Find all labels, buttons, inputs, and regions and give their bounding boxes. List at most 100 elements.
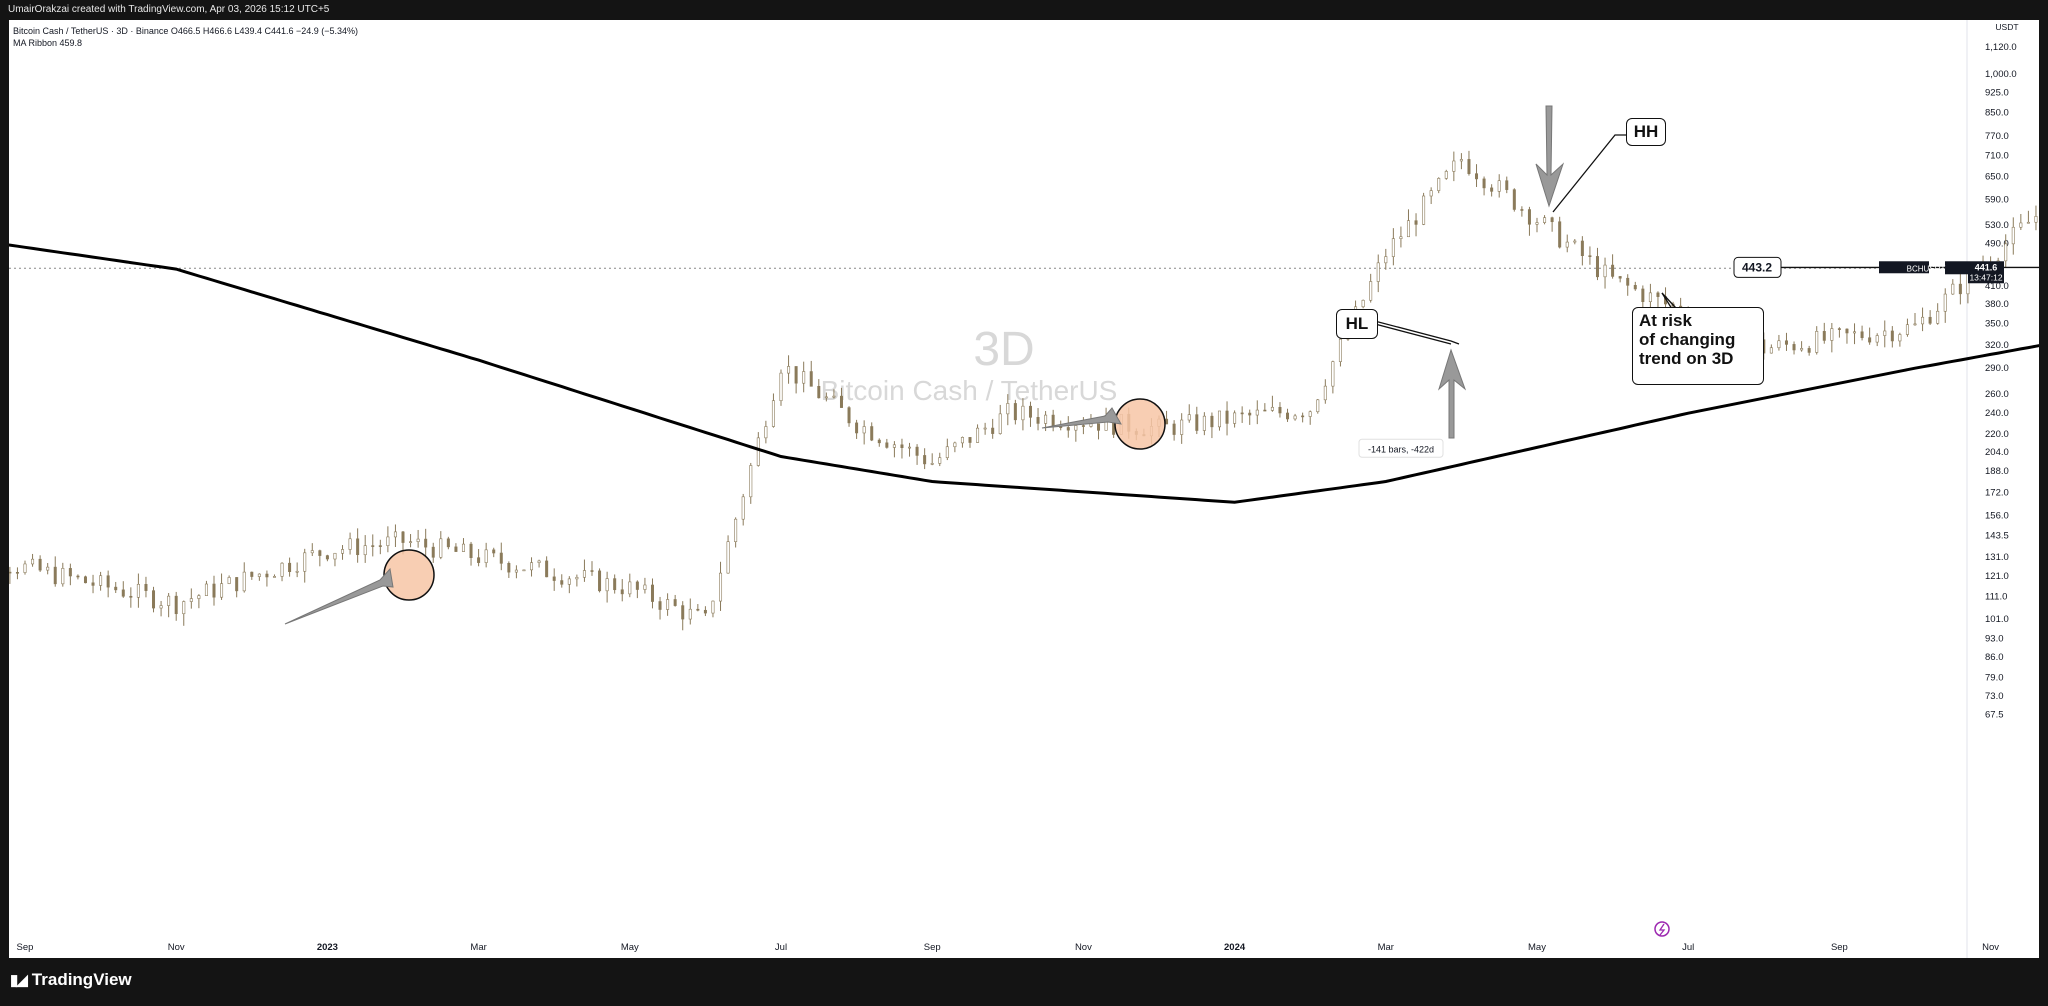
candle-body [787,366,791,374]
candle-body [91,582,95,586]
breakout-circle-2[interactable] [1114,398,1166,450]
candle-body [1595,256,1599,278]
y-tick-label: 131.0 [1985,552,2009,563]
candle-body [960,437,964,444]
y-tick-label: 93.0 [1985,633,2004,644]
pointer-arrow-2-icon [1041,407,1122,429]
event-marker-icon[interactable] [1654,921,1670,937]
y-tick-label: 101.0 [1985,614,2009,625]
candle-body [870,426,874,441]
candle-body [1248,412,1252,416]
candle-body [152,590,156,609]
candle-body [1543,217,1547,223]
level-label-box[interactable] [1733,256,1782,278]
candle-body [628,581,632,595]
candle-body [1905,324,1909,335]
hl-annotation[interactable]: HL [1336,309,1378,339]
pointer-arrow-1-icon [284,567,394,625]
risk-annotation[interactable]: At risk of changing trend on 3D [1632,307,1764,385]
tradingview-logo-icon: ▮◢ [10,972,28,989]
candle-body [983,427,987,430]
candle-body [703,609,707,614]
candle-body [1255,409,1259,416]
y-tick-label: 172.0 [1985,487,2009,498]
candle-body [953,442,957,448]
candle-body [325,555,329,560]
candle-body [1505,180,1509,190]
tradingview-logo[interactable]: ▮◢ TradingView [10,970,132,990]
candle-body [522,569,526,572]
candle-body [1013,403,1017,421]
candle-body [923,455,927,465]
candle-body [915,446,919,456]
candle-body [537,560,541,563]
candle-body [741,496,745,520]
candle-body [1195,414,1199,431]
candle-body [998,413,1002,434]
candle-body [2034,216,2038,223]
hh-annotation[interactable]: HH [1626,118,1666,146]
candle-body [862,426,866,434]
risk-line-1: At risk [1639,311,1692,330]
candle-body [1270,406,1274,411]
candle-body [1800,348,1804,351]
candle-body [582,570,586,578]
candle-body [15,572,19,574]
y-tick-label: 850.0 [1985,108,2009,119]
candle-body [2004,243,2008,262]
candle-body [280,562,284,577]
candle-body [756,437,760,466]
level-label: 443.2 [1742,260,1772,274]
candle-body [1097,423,1101,431]
footer-bar: ▮◢ TradingView [0,958,2048,1006]
candle-body [310,550,314,554]
chart-panel[interactable]: Bitcoin Cash / TetherUS · 3D · Binance O… [9,20,2039,958]
candle-body [318,550,322,556]
candle-body [83,576,87,584]
candle-body [1066,427,1070,431]
candle-body [681,605,685,620]
candle-body [1535,222,1539,225]
candle-body [1633,285,1637,290]
candle-body [892,444,896,448]
x-tick-label: Nov [1075,942,1092,953]
candle-body [1414,220,1418,225]
candle-body [99,575,103,586]
candle-body [2011,226,2015,245]
range-label-box [1358,438,1444,458]
candle-body [1452,160,1456,172]
candle-body [1490,187,1494,192]
candle-body [129,595,133,598]
indicator-legend[interactable]: MA Ribbon 459.8 [13,38,83,48]
candle-body [847,407,851,424]
candle-body [1520,209,1524,211]
candle-body [1293,415,1297,420]
candle-body [711,600,715,614]
candle-body [1603,264,1607,278]
candle-body [1316,399,1320,413]
candle-body [38,558,42,571]
candle-body [416,538,420,542]
candle-body [968,437,972,443]
candle-body [1081,425,1085,427]
candle-body [53,566,57,585]
candle-body [431,546,435,558]
candle-body [802,371,806,384]
candle-body [265,573,269,578]
price-tag-value: 441.6 [1975,262,1998,272]
hl-label: HL [1345,314,1369,333]
candle-body [1459,159,1463,162]
candle-body [333,552,337,560]
candle-body [643,584,647,590]
candle-body [1875,335,1879,343]
candle-body [1588,255,1592,257]
y-tick-label: 204.0 [1985,447,2009,458]
candle-body [598,570,602,592]
ma-ribbon-line [9,243,2039,504]
symbol-legend[interactable]: Bitcoin Cash / TetherUS · 3D · Binance O… [13,26,359,36]
y-tick-label: 1,120.0 [1985,42,2017,53]
candle-body [991,427,995,434]
candle-body [227,577,231,584]
candle-body [409,541,413,543]
